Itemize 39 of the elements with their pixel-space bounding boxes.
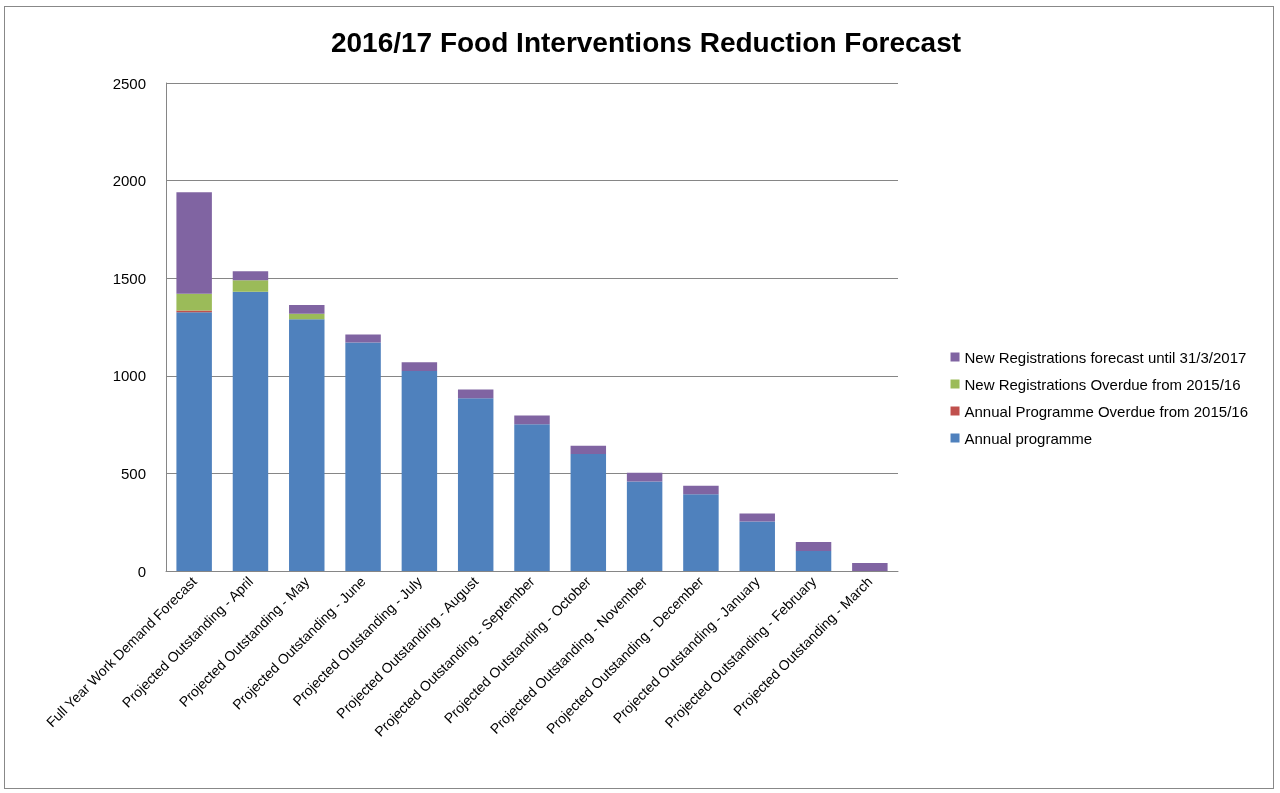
legend-label: Annual programme bbox=[964, 429, 1093, 447]
bar bbox=[232, 271, 269, 281]
bar bbox=[514, 424, 550, 571]
bar bbox=[683, 485, 719, 495]
bar bbox=[570, 453, 607, 571]
bar bbox=[289, 304, 325, 314]
bar bbox=[457, 398, 494, 571]
bar bbox=[176, 312, 212, 571]
bar bbox=[570, 445, 607, 454]
y-tick-label: 1000 bbox=[112, 367, 146, 385]
bar bbox=[514, 415, 550, 425]
bar bbox=[683, 494, 719, 571]
legend-label: Annual Programme Overdue from 2015/16 bbox=[964, 402, 1248, 420]
bar bbox=[795, 542, 832, 551]
bar bbox=[345, 334, 381, 343]
bar bbox=[289, 319, 325, 571]
bar bbox=[401, 362, 438, 371]
chart-title: 2016/17 Food Interventions Reduction Forecast bbox=[330, 26, 962, 58]
bar bbox=[795, 550, 832, 571]
legend-label: New Registrations forecast until 31/3/2017 bbox=[964, 348, 1247, 366]
bar bbox=[401, 370, 438, 571]
bar bbox=[232, 291, 269, 571]
bar bbox=[457, 389, 494, 399]
bar bbox=[289, 313, 325, 320]
y-tick-label: 0 bbox=[137, 562, 146, 580]
bar bbox=[176, 192, 212, 294]
bar bbox=[176, 293, 212, 311]
bar bbox=[626, 472, 663, 482]
bar bbox=[739, 513, 775, 522]
bar bbox=[739, 521, 775, 571]
y-tick-label: 2500 bbox=[112, 74, 146, 92]
bar bbox=[345, 342, 381, 571]
bar bbox=[852, 563, 888, 571]
bar bbox=[626, 481, 663, 571]
y-tick-label: 500 bbox=[120, 464, 146, 482]
y-tick-label: 2000 bbox=[112, 172, 146, 190]
y-tick-label: 1500 bbox=[112, 269, 146, 287]
bar bbox=[232, 280, 269, 292]
legend-label: New Registrations Overdue from 2015/16 bbox=[964, 375, 1241, 393]
